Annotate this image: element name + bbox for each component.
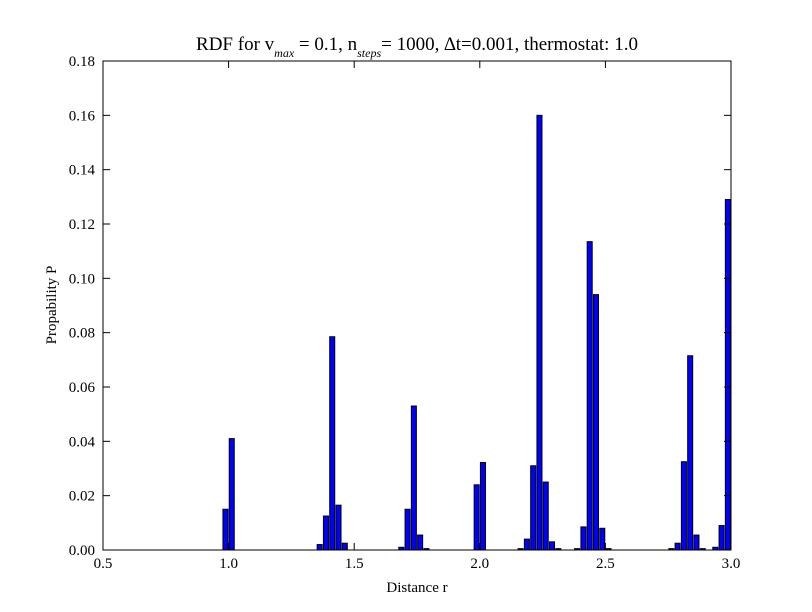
bar — [530, 465, 537, 551]
y-tick-label: 0.14 — [69, 163, 96, 179]
y-tick-label: 0.04 — [69, 434, 96, 450]
chart-title: RDF for vmax = 0.1, nsteps= 1000, ∆t=0.0… — [196, 34, 638, 60]
x-tick-label: 2.0 — [470, 556, 489, 572]
x-tick-label: 1.5 — [345, 556, 364, 572]
bar — [523, 538, 530, 551]
bar — [410, 405, 417, 551]
y-tick-label: 0.02 — [69, 489, 95, 505]
x-axis-label: Distance r — [386, 580, 447, 596]
bar — [341, 542, 348, 551]
bar — [599, 527, 606, 551]
bar — [404, 508, 411, 551]
title-part: = 1000, ∆t=0.001, thermostat: 1.0 — [381, 34, 638, 55]
title-subscript: steps — [357, 46, 381, 60]
y-tick-label: 0.06 — [69, 380, 96, 396]
bar — [586, 241, 593, 551]
bar — [693, 534, 700, 551]
x-tick-label: 2.5 — [596, 556, 615, 572]
bar — [316, 544, 323, 551]
bar — [549, 541, 556, 551]
bar — [724, 199, 731, 551]
bar — [417, 534, 424, 551]
bar — [329, 336, 336, 551]
title-part: RDF for v — [196, 34, 275, 55]
bar — [687, 355, 694, 551]
y-tick-label: 0.18 — [69, 54, 95, 70]
bar — [580, 526, 587, 551]
bar — [222, 508, 229, 551]
plot-frame — [102, 60, 732, 551]
y-tick-label: 0.16 — [69, 108, 96, 124]
x-tick-label: 3.0 — [722, 556, 741, 572]
bar — [674, 542, 681, 551]
bar — [322, 515, 329, 551]
bar — [335, 504, 342, 551]
x-tick-label: 0.5 — [94, 556, 113, 572]
bar — [473, 484, 480, 551]
bar — [680, 461, 687, 551]
y-tick-label: 0.00 — [69, 543, 95, 559]
bar — [718, 525, 725, 551]
bar — [542, 481, 549, 551]
bar — [592, 294, 599, 551]
y-tick-label: 0.12 — [69, 217, 95, 233]
bar — [536, 114, 543, 551]
title-part: = 0.1, n — [294, 34, 357, 55]
y-tick-label: 0.08 — [69, 326, 95, 342]
bar — [479, 462, 486, 551]
bar — [228, 438, 235, 551]
title-subscript: max — [274, 46, 295, 60]
y-axis-label: Propability P — [44, 266, 60, 345]
x-tick-label: 1.0 — [219, 556, 238, 572]
y-tick-label: 0.10 — [69, 271, 95, 287]
